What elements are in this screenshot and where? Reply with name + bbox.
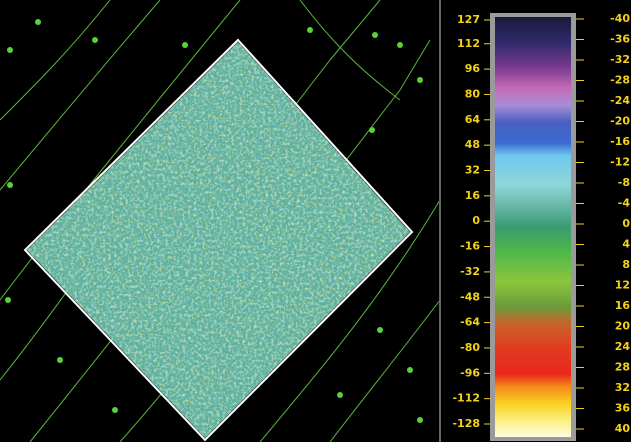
left-tick-label: -16 [460, 240, 480, 253]
left-tick-label: -112 [452, 392, 480, 405]
left-tick-label: 96 [465, 62, 481, 75]
survey-outline [23, 38, 414, 442]
left-tick-label: -80 [460, 341, 480, 354]
right-tick-label: 16 [615, 299, 631, 312]
right-tick-label: 20 [615, 320, 631, 333]
right-tick-label: -12 [610, 156, 630, 169]
right-tick-label: -8 [618, 176, 630, 189]
right-tick-label: 24 [615, 340, 631, 353]
right-tick-label: 12 [615, 279, 630, 292]
right-tick-label: 0 [622, 217, 630, 230]
right-tick-label: -16 [610, 135, 630, 148]
amplitude-texture [27, 42, 410, 438]
right-tick-label: 32 [615, 381, 630, 394]
colorbar [495, 17, 571, 437]
right-tick-label: 40 [615, 422, 631, 435]
right-tick-label: 28 [615, 361, 630, 374]
right-tick-label: -20 [610, 115, 630, 128]
right-tick-label: -32 [610, 53, 630, 66]
left-tick-label: 16 [465, 189, 481, 202]
right-tick-label: -28 [610, 74, 630, 87]
left-tick-label: 112 [457, 37, 480, 50]
left-tick-label: -32 [460, 265, 480, 278]
left-tick-label: -128 [452, 417, 480, 430]
right-tick-label: -36 [610, 33, 630, 46]
left-tick-label: 64 [465, 113, 481, 126]
right-tick-label: -4 [618, 197, 631, 210]
left-tick-label: -96 [460, 366, 480, 379]
left-tick-label: 48 [465, 138, 480, 151]
left-tick-label: -48 [460, 290, 480, 303]
left-tick-label: 32 [465, 164, 480, 177]
right-tick-label: 36 [615, 402, 631, 415]
left-tick-label: 80 [465, 87, 481, 100]
right-tick-label: 8 [622, 258, 630, 271]
left-tick-label: 127 [457, 13, 480, 26]
right-tick-label: -40 [610, 12, 630, 25]
right-tick-label: -24 [610, 94, 630, 107]
left-tick-label: 0 [472, 214, 480, 227]
right-tick-label: 4 [622, 238, 630, 251]
left-tick-label: -64 [460, 316, 480, 329]
